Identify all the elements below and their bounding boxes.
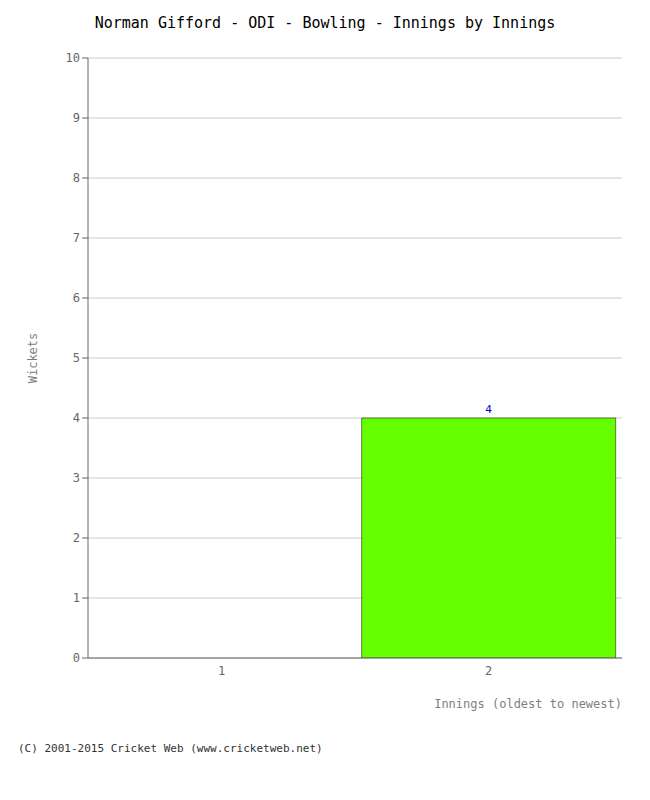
svg-text:3: 3: [73, 471, 80, 485]
svg-text:Innings (oldest to newest): Innings (oldest to newest): [434, 697, 622, 711]
svg-text:5: 5: [73, 351, 80, 365]
svg-text:6: 6: [73, 291, 80, 305]
html-text:Norman Gifford - ODI - Bowling: Norman Gifford - ODI - Bowling - Innings…: [94, 14, 556, 32]
svg-text:8: 8: [73, 171, 80, 185]
svg-text:1: 1: [218, 664, 225, 678]
svg-text:2: 2: [485, 664, 492, 678]
svg-text:0: 0: [73, 651, 80, 665]
svg-text:9: 9: [73, 111, 80, 125]
svg-text:7: 7: [73, 231, 80, 245]
html-text:(C) 2001-2015 Cricket Web (www: (C) 2001-2015 Cricket Web (www.cricketwe…: [18, 742, 323, 755]
svg-text:10: 10: [66, 51, 80, 65]
svg-text:Wickets: Wickets: [26, 333, 40, 384]
svg-text:1: 1: [73, 591, 80, 605]
svg-text:2: 2: [73, 531, 80, 545]
svg-text:4: 4: [73, 411, 80, 425]
svg-text:4: 4: [485, 403, 492, 416]
